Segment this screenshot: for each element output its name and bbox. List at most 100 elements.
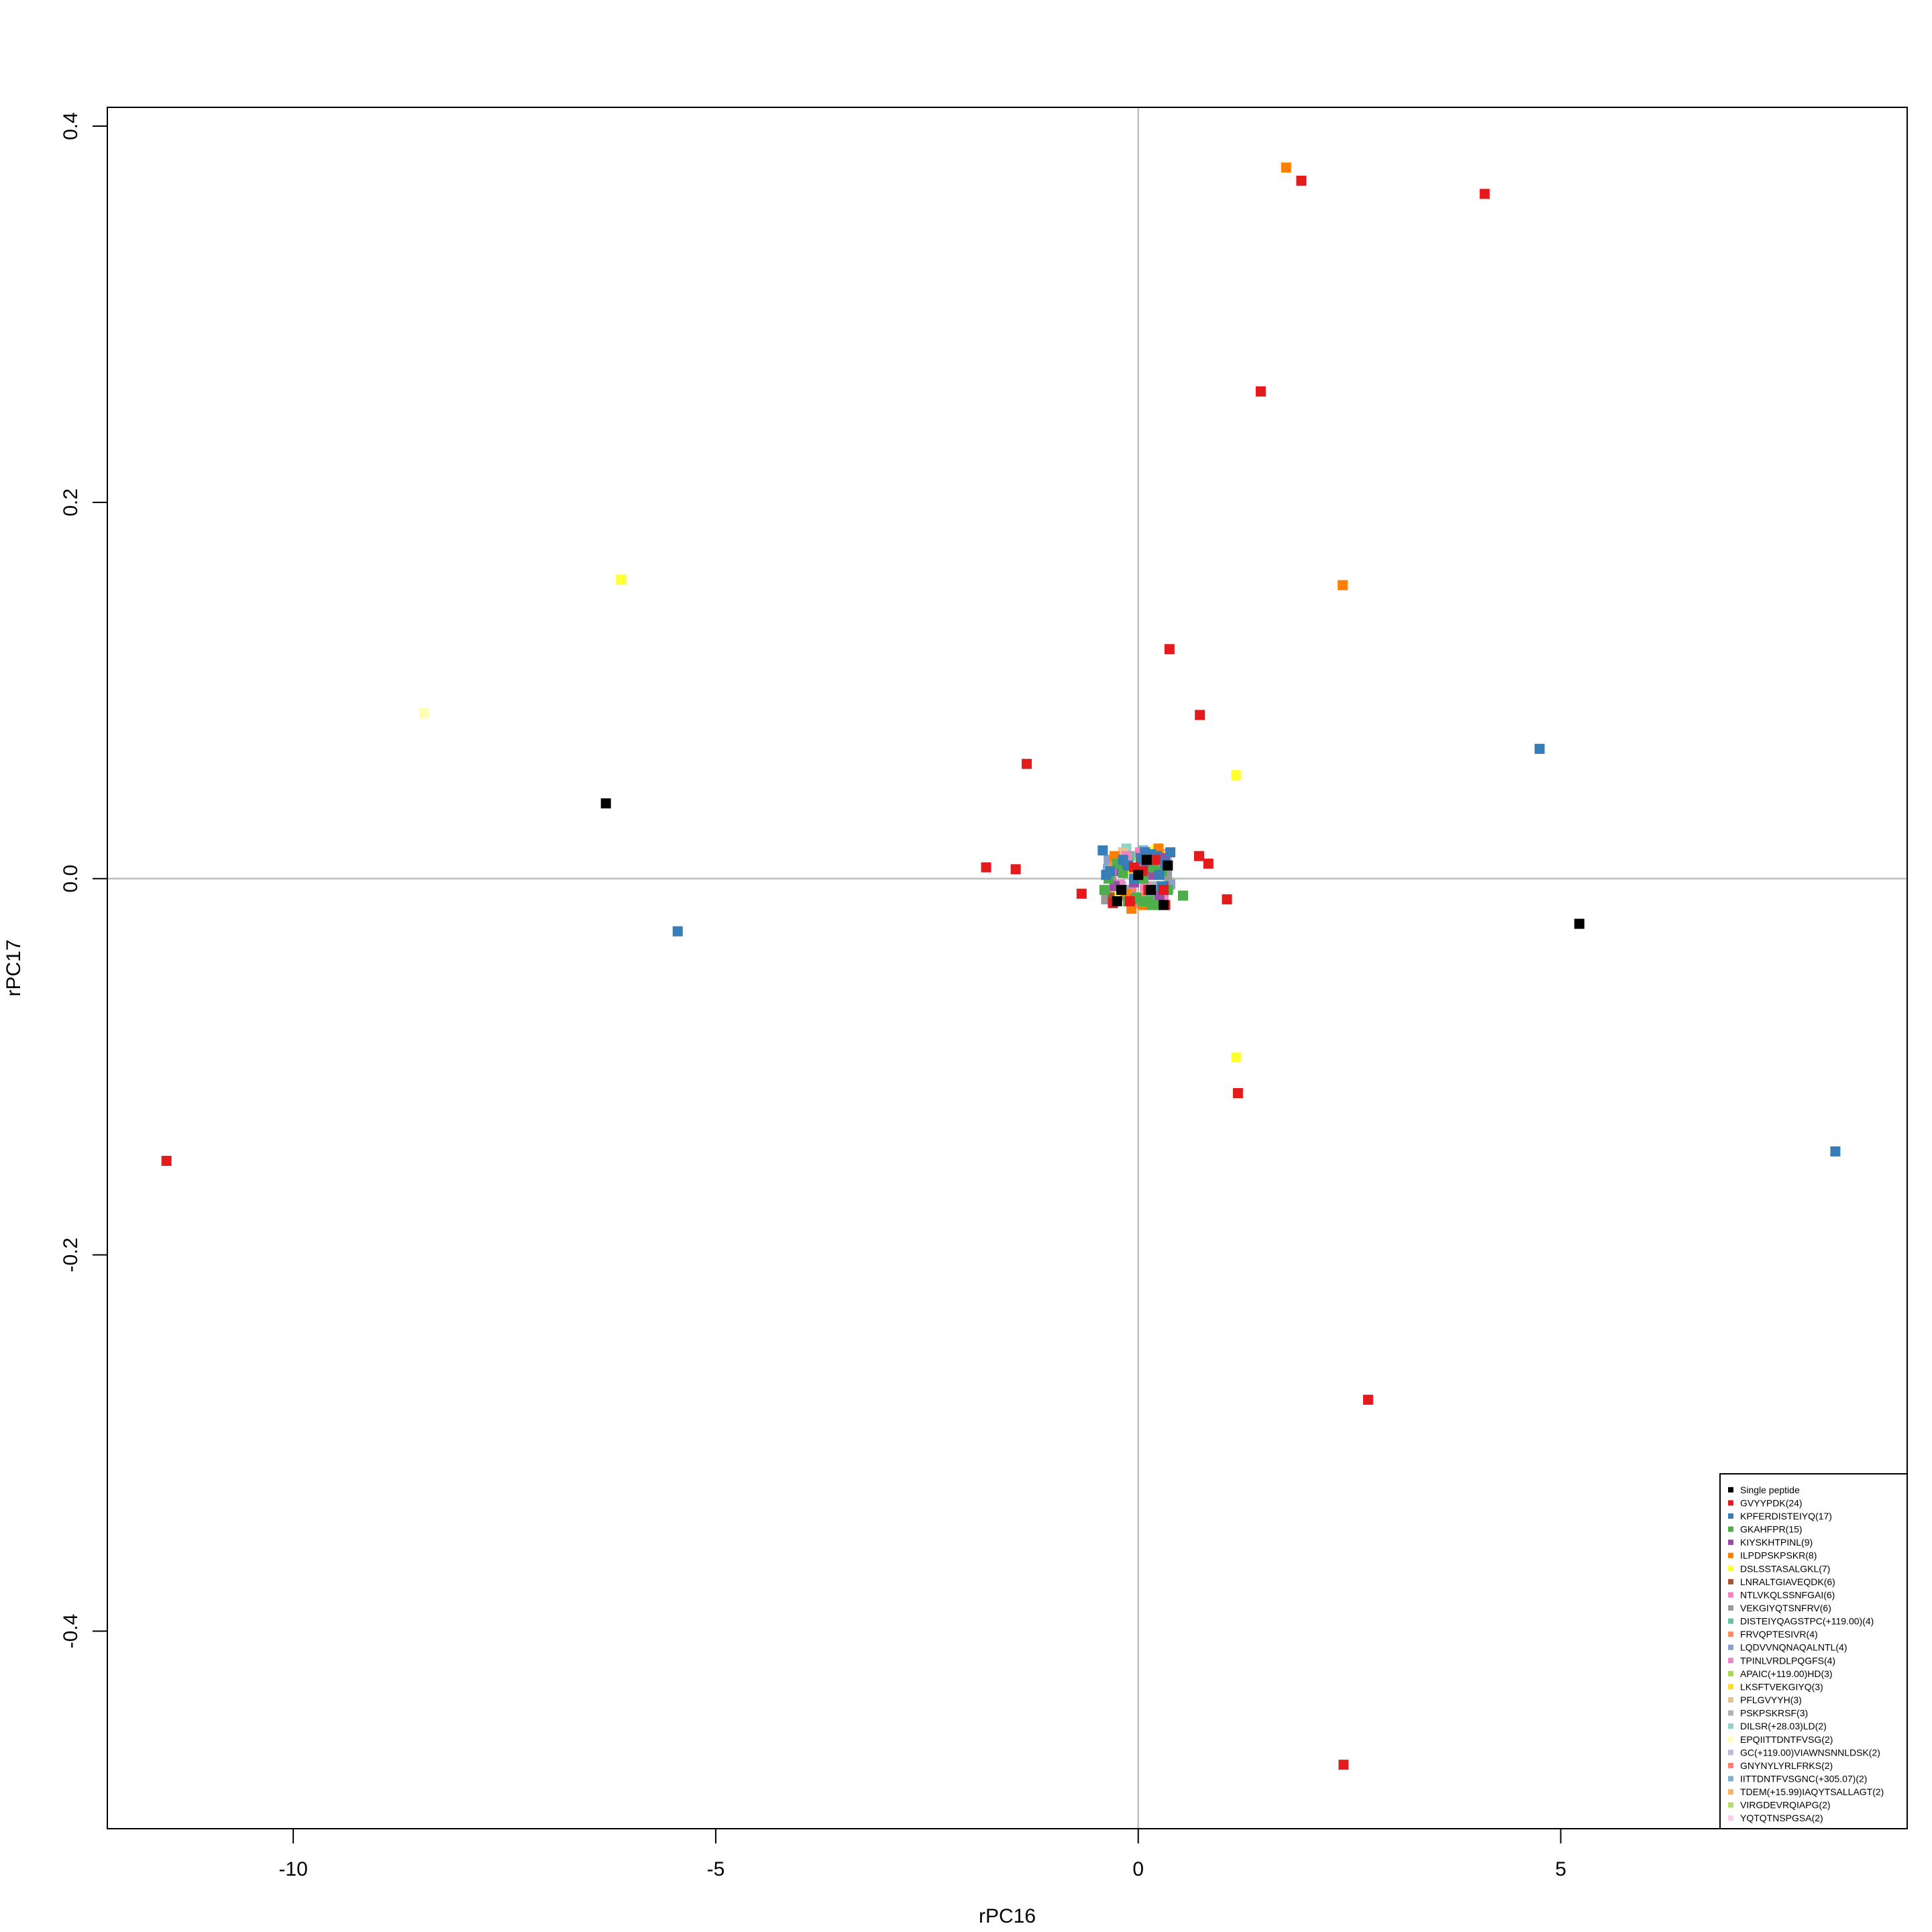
legend-swatch (1728, 1802, 1733, 1808)
legend-swatch (1728, 1750, 1733, 1756)
data-point (672, 926, 683, 936)
data-point (1231, 1052, 1242, 1063)
data-point (1112, 896, 1122, 906)
legend-swatch (1728, 1815, 1733, 1821)
data-point (1133, 869, 1144, 880)
legend-label: APAIC(+119.00)HD(3) (1740, 1668, 1833, 1679)
legend-label: EPQIITTDNTFVSG(2) (1740, 1734, 1833, 1745)
legend-swatch (1728, 1513, 1733, 1519)
data-point (1164, 644, 1175, 655)
data-points (161, 162, 1841, 1770)
legend-swatch (1728, 1658, 1733, 1664)
data-point (1159, 900, 1169, 910)
legend-label: Single peptide (1740, 1485, 1800, 1495)
legend-label: KIYSKHTPINL(9) (1740, 1537, 1813, 1548)
data-point (1146, 900, 1157, 910)
legend-label: GC(+119.00)VIAWNSNNLDSK(2) (1740, 1747, 1880, 1758)
y-tick-label: -0.2 (60, 1238, 82, 1273)
legend-swatch (1728, 1762, 1733, 1768)
legend-label: LQDVVNQNAQALNTL(4) (1740, 1642, 1847, 1653)
x-axis-label: rPC16 (979, 1905, 1036, 1927)
data-point (1574, 918, 1585, 929)
legend-label: DILSR(+28.03)LD(2) (1740, 1721, 1827, 1731)
data-point (1076, 888, 1087, 899)
y-axis-label: rPC17 (3, 939, 25, 996)
data-point (1338, 580, 1348, 590)
legend-label: KPFERDISTEIYQ(17) (1740, 1511, 1832, 1521)
data-point (600, 798, 611, 809)
data-point (1362, 1395, 1373, 1405)
legend-label: LKSFTVEKGIYQ(3) (1740, 1681, 1823, 1692)
y-tick-label: 0.4 (60, 112, 82, 140)
data-point (1232, 1087, 1243, 1098)
legend-swatch (1728, 1592, 1733, 1598)
data-point (1010, 864, 1021, 875)
data-point (1534, 743, 1545, 754)
legend-label: NTLVKQLSSNFGAI(6) (1740, 1589, 1835, 1600)
legend-label: PSKPSKRSF(3) (1740, 1708, 1808, 1719)
data-point (1231, 770, 1242, 781)
legend-swatch (1728, 1670, 1733, 1676)
y-tick-label: 0.2 (60, 488, 82, 517)
legend: Single peptide GVYYPDK(24) KPFERDISTEIYQ(1… (1719, 1473, 1908, 1829)
reference-lines (107, 107, 1907, 1829)
legend-swatch (1728, 1566, 1733, 1572)
data-point (1101, 869, 1112, 880)
y-axis: -0.4 -0.2 0.0 0.2 0.4 (60, 112, 108, 1649)
data-point (1203, 858, 1214, 869)
legend-swatch (1728, 1605, 1733, 1611)
legend-swatch (1728, 1684, 1733, 1690)
legend-swatch (1728, 1789, 1733, 1795)
data-point (616, 574, 627, 585)
legend-label: PFLGVYYH(3) (1740, 1695, 1802, 1705)
legend-swatch (1728, 1697, 1733, 1703)
y-tick-label: -0.4 (60, 1614, 82, 1649)
legend-label: VIRGDEVRQIAPG(2) (1740, 1800, 1831, 1811)
plot-frame (107, 107, 1908, 1829)
data-point (1116, 885, 1127, 896)
x-tick-label: 0 (1132, 1858, 1144, 1880)
legend-swatch (1728, 1644, 1733, 1650)
data-point (1338, 1760, 1349, 1770)
legend-label: LNRALTGIAVEQDK(6) (1740, 1576, 1835, 1587)
data-point (1021, 759, 1032, 769)
legend-swatch (1728, 1500, 1733, 1506)
legend-swatch (1728, 1552, 1733, 1558)
data-point (1255, 386, 1266, 396)
data-point (1146, 885, 1157, 896)
data-point (1124, 896, 1135, 906)
data-point (981, 862, 991, 873)
x-axis: -10 -5 0 5 (278, 1828, 1566, 1880)
legend-label: DISTEIYQAGSTPC(+119.00)(4) (1740, 1616, 1874, 1627)
data-point (161, 1155, 172, 1166)
legend-label: ILPDPSKPSKR(8) (1740, 1550, 1817, 1561)
data-point (1141, 855, 1152, 865)
data-point (1222, 894, 1232, 905)
legend-swatch (1728, 1631, 1733, 1638)
legend-swatch (1728, 1526, 1733, 1532)
x-tick-label: -5 (707, 1858, 725, 1880)
data-point (1830, 1146, 1841, 1157)
legend-swatch (1728, 1736, 1733, 1742)
y-tick-label: 0.0 (60, 865, 82, 893)
legend-swatch (1728, 1578, 1733, 1585)
data-point (419, 708, 429, 718)
data-point (1150, 855, 1161, 865)
legend-label: YQTQTNSPGSA(2) (1740, 1813, 1823, 1823)
legend-swatch (1728, 1540, 1733, 1546)
legend-label: VEKGIYQTSNFRV(6) (1740, 1603, 1831, 1613)
legend-label: IITTDNTFVSGNC(+305.07)(2) (1740, 1773, 1867, 1784)
legend-swatch (1728, 1487, 1733, 1493)
data-point (1296, 175, 1307, 186)
x-tick-label: -10 (278, 1858, 307, 1880)
x-tick-label: 5 (1555, 1858, 1566, 1880)
legend-label: TPINLVRDLPQGFS(4) (1740, 1655, 1835, 1666)
legend-swatch (1728, 1618, 1733, 1624)
data-point (1099, 885, 1110, 896)
data-point (1281, 162, 1291, 173)
legend-label: GKAHFPR(15) (1740, 1524, 1803, 1535)
legend-label: GVYYPDK(24) (1740, 1497, 1803, 1508)
data-point (1479, 189, 1490, 199)
data-point (1159, 885, 1169, 896)
legend-box (1719, 1473, 1908, 1829)
